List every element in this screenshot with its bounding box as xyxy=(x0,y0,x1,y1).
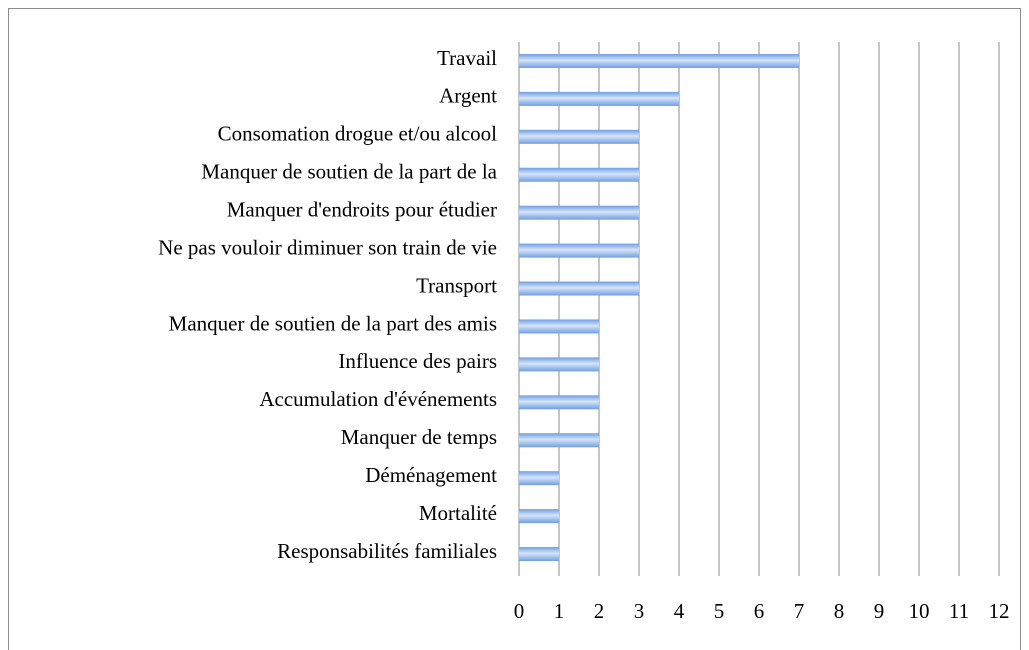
x-tick-label: 3 xyxy=(634,599,645,623)
x-tick-label: 2 xyxy=(594,599,605,623)
y-tick-label: Transport xyxy=(416,273,497,297)
bar xyxy=(519,167,639,182)
x-tick-label: 6 xyxy=(754,599,765,623)
bar xyxy=(519,129,639,144)
x-tick-label: 0 xyxy=(514,599,525,623)
bar xyxy=(519,509,559,524)
x-tick-label: 9 xyxy=(874,599,885,623)
y-tick-label: Ne pas vouloir diminuer son train de vie xyxy=(158,235,497,259)
bar xyxy=(519,205,639,220)
x-tick-label: 7 xyxy=(794,599,805,623)
y-tick-label: Mortalité xyxy=(419,501,497,525)
y-tick-label: Consomation drogue et/ou alcool xyxy=(218,122,498,146)
bar xyxy=(519,471,559,486)
chart-border xyxy=(8,8,1021,650)
bar xyxy=(519,395,599,410)
x-tick-label: 5 xyxy=(714,599,725,623)
bar xyxy=(519,433,599,448)
x-tick-label: 12 xyxy=(989,599,1010,623)
x-tick-label: 4 xyxy=(674,599,685,623)
y-tick-label: Déménagement xyxy=(365,463,497,487)
x-tick-label: 11 xyxy=(949,599,969,623)
y-tick-label: Responsabilités familiales xyxy=(277,539,497,563)
bar xyxy=(519,547,559,562)
bar xyxy=(519,357,599,372)
bar xyxy=(519,281,639,296)
y-tick-label: Argent xyxy=(439,84,497,108)
x-tick-label: 10 xyxy=(909,599,930,623)
y-tick-label: Travail xyxy=(437,46,497,70)
bar xyxy=(519,243,639,258)
y-tick-label: Manquer d'endroits pour étudier xyxy=(227,197,497,221)
bar xyxy=(519,319,599,334)
y-tick-label: Influence des pairs xyxy=(338,349,497,373)
x-tick-label: 1 xyxy=(554,599,565,623)
y-tick-label: Manquer de temps xyxy=(341,425,497,449)
bar xyxy=(519,91,679,106)
bar xyxy=(519,53,799,68)
y-tick-label: Manquer de soutien de la part de la xyxy=(201,160,497,184)
y-tick-label: Accumulation d'événements xyxy=(259,387,497,411)
y-tick-label: Manquer de soutien de la part des amis xyxy=(169,311,497,335)
x-tick-label: 8 xyxy=(834,599,845,623)
